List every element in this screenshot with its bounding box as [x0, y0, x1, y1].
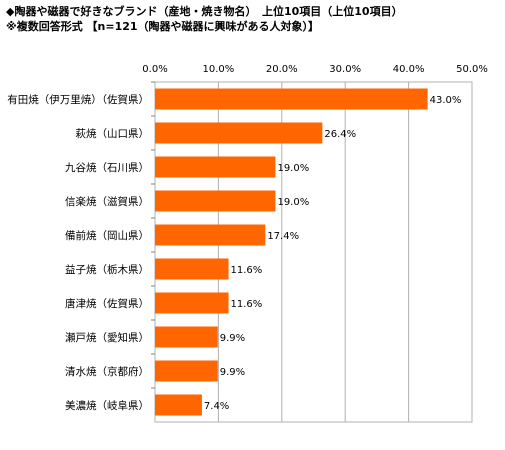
bar: [155, 156, 276, 178]
chart-title-block: ◆陶器や磁器で好きなブランド（産地・焼き物名） 上位10項目（上位10項目） ※…: [6, 4, 501, 34]
category-label: 備前焼（岡山県）: [65, 229, 149, 242]
bar: [155, 292, 229, 314]
category-label: 唐津焼（佐賀県）: [65, 297, 149, 310]
data-label: 9.9%: [220, 333, 245, 344]
category-label: 有田焼（伊万里焼）（佐賀県）: [7, 93, 149, 106]
data-label: 19.0%: [277, 163, 309, 174]
data-label: 26.4%: [324, 129, 356, 140]
data-label: 43.0%: [430, 95, 462, 106]
category-label: 萩焼（山口県）: [76, 128, 150, 140]
category-label: 美濃焼（岐阜県）: [65, 399, 149, 412]
bar: [155, 258, 229, 280]
data-label: 19.0%: [277, 197, 309, 208]
bar: [155, 326, 218, 348]
category-label: 瀬戸焼（愛知県）: [65, 331, 149, 344]
data-label: 9.9%: [220, 367, 245, 378]
x-tick-label: 10.0%: [203, 64, 235, 75]
chart-subtitle: ※複数回答形式 【n=121（陶器や磁器に興味がある人対象）】: [6, 20, 320, 33]
x-tick-label: 20.0%: [266, 64, 298, 75]
data-label: 11.6%: [231, 265, 263, 276]
x-tick-label: 0.0%: [142, 64, 167, 75]
bar: [155, 224, 266, 246]
bar: [155, 394, 202, 416]
bar: [155, 122, 323, 144]
category-label: 九谷焼（石川県）: [65, 162, 149, 174]
bar: [155, 190, 276, 212]
x-tick-label: 30.0%: [329, 64, 361, 75]
data-label: 11.6%: [231, 299, 263, 310]
category-label: 信楽焼（滋賀県）: [65, 195, 149, 208]
x-tick-label: 50.0%: [456, 64, 488, 75]
data-label: 7.4%: [204, 401, 229, 412]
data-label: 17.4%: [267, 231, 299, 242]
bar: [155, 88, 428, 110]
category-label: 益子焼（栃木県）: [65, 263, 149, 276]
chart-title: ◆陶器や磁器で好きなブランド（産地・焼き物名） 上位10項目（上位10項目）: [6, 5, 403, 18]
category-label: 清水焼（京都府）: [65, 365, 149, 378]
bar: [155, 360, 218, 382]
x-tick-label: 40.0%: [393, 64, 425, 75]
